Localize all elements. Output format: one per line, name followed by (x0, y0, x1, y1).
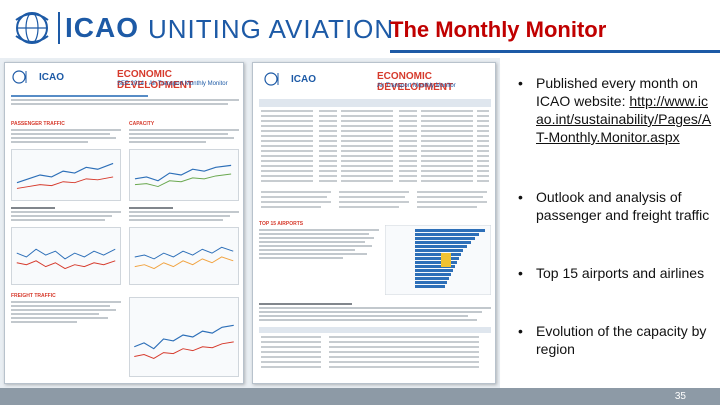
thumb-text-block (11, 129, 121, 145)
thumb-org: ICAO (39, 72, 64, 83)
monthly-monitor-page-1: ICAO ECONOMIC DEVELOPMENT SEP 2014 · Air… (4, 62, 244, 384)
slide-header: ICAO UNITING AVIATION The Monthly Monito… (0, 0, 720, 58)
thumb-section-freight: FREIGHT TRAFFIC (11, 293, 56, 299)
bullet-top15: • Top 15 airports and airlines (512, 264, 712, 282)
document-preview-area: ICAO ECONOMIC DEVELOPMENT SEP 2014 · Air… (0, 58, 500, 388)
logo-tagline: UNITING AVIATION (148, 14, 395, 44)
capacity-trend-chart (129, 149, 239, 201)
passenger-regional-chart (11, 227, 121, 285)
logo-text: ICAO (65, 12, 139, 43)
logo-separator (58, 12, 60, 44)
thumb-section-capacity: CAPACITY (129, 121, 155, 127)
airport-rankings-table (259, 99, 491, 208)
monthly-monitor-link[interactable]: http://www.icao.int/sustainability/Pages… (536, 93, 712, 145)
thumb-headline: ECONOMIC DEVELOPMENT (377, 71, 454, 93)
bullet-marker: • (518, 75, 523, 91)
thumb-headline: ECONOMIC DEVELOPMENT (117, 69, 194, 91)
thumb-text-block (129, 207, 239, 223)
capacity-by-region-table (259, 327, 491, 368)
thumb-text-block (11, 207, 121, 223)
bullet-text: Outlook and analysis of passenger and fr… (536, 189, 710, 223)
bullet-marker: • (518, 323, 523, 339)
thumb-section-passenger: PASSENGER TRAFFIC (11, 121, 65, 127)
top15-airports-bar-chart (385, 225, 491, 295)
freight-trend-chart (129, 297, 239, 377)
thumb-org: ICAO (291, 74, 316, 85)
bullet-capacity: • Evolution of the capacity by region (512, 322, 712, 358)
bullet-outlook: • Outlook and analysis of passenger and … (512, 188, 712, 224)
thumb-subline: SEP 2014 · Air Transport Monthly Monitor (117, 81, 228, 87)
icao-emblem-icon (12, 70, 27, 84)
slide-footer: 35 (0, 388, 720, 405)
thumb-text-block (129, 129, 239, 145)
icao-emblem-icon (15, 12, 49, 44)
bullet-text: Published every month on ICAO website: (536, 75, 698, 109)
thumb-subline: Air Transport Monthly Monitor (377, 83, 456, 89)
thumb-text-block (259, 303, 491, 323)
thumb-text-block (11, 95, 239, 107)
slide-title: The Monthly Monitor (390, 17, 607, 42)
page-number: 35 (674, 391, 686, 402)
bullet-marker: • (518, 265, 523, 281)
thumb-section-top15: TOP 15 AIRPORTS (259, 221, 304, 227)
thumb-text-block (259, 229, 379, 261)
bullet-marker: • (518, 189, 523, 205)
icao-emblem-icon (264, 72, 279, 86)
thumb-text-block (11, 301, 121, 325)
monthly-monitor-page-2: ICAO ECONOMIC DEVELOPMENT Air Transport … (252, 62, 496, 384)
bullet-published: • Published every month on ICAO website:… (512, 74, 712, 146)
title-underline (390, 50, 720, 53)
passenger-trend-chart (11, 149, 121, 201)
capacity-regional-chart (129, 227, 239, 285)
bullet-text: Top 15 airports and airlines (536, 265, 705, 281)
bullet-text: Evolution of the capacity by region (536, 323, 707, 357)
